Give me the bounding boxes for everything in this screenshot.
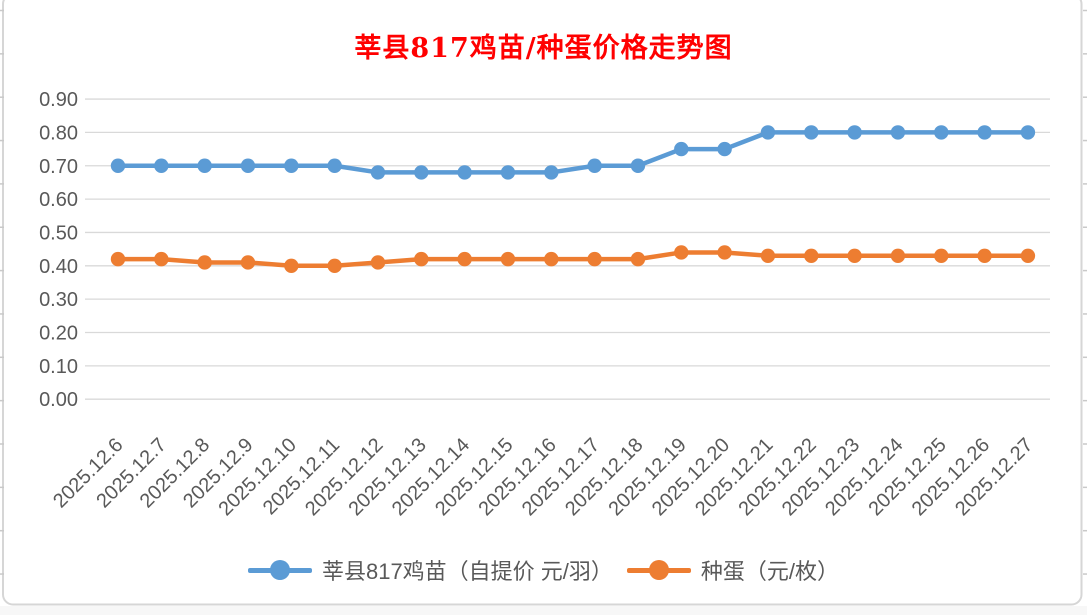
data-point-egg xyxy=(934,248,949,263)
chart-title: 莘县817鸡苗/种蛋价格走势图 xyxy=(354,33,733,64)
data-point-egg xyxy=(370,255,386,270)
data-point-egg xyxy=(240,255,256,270)
data-point-egg xyxy=(414,251,429,267)
y-tick-label: 0.40 xyxy=(39,256,78,278)
data-point-egg xyxy=(500,251,516,267)
data-point-egg xyxy=(587,251,602,267)
data-point-chicken xyxy=(284,158,299,173)
data-point-egg xyxy=(197,255,212,270)
y-tick-label: 0.90 xyxy=(39,89,78,111)
y-tick-label: 0.70 xyxy=(39,156,78,178)
sheet-row-strip xyxy=(0,606,1087,615)
chart-legend: 莘县817鸡苗（自提价 元/羽） 种蛋（元/枚） xyxy=(0,550,1087,590)
data-point-egg xyxy=(1020,248,1036,263)
data-point-chicken xyxy=(240,158,256,173)
data-point-chicken xyxy=(587,158,602,173)
y-tick-label: 0.20 xyxy=(39,323,78,345)
data-point-chicken xyxy=(760,125,776,140)
data-point-chicken xyxy=(934,125,949,140)
y-tick-label: 0.00 xyxy=(39,389,78,411)
data-point-chicken xyxy=(414,165,429,180)
chart-border xyxy=(2,0,1083,606)
data-point-chicken xyxy=(197,158,212,173)
data-point-egg xyxy=(327,258,342,273)
data-point-chicken xyxy=(804,125,819,140)
legend-label-chicken: 莘县817鸡苗（自提价 元/羽） xyxy=(321,559,613,584)
data-point-chicken xyxy=(500,165,516,180)
series-line-chicken xyxy=(115,130,1031,175)
data-point-chicken xyxy=(370,165,386,180)
data-point-chicken xyxy=(717,141,732,157)
data-point-egg xyxy=(717,245,732,260)
data-point-egg xyxy=(110,251,126,267)
data-point-chicken xyxy=(110,158,126,173)
y-tick-label: 0.80 xyxy=(39,122,78,144)
data-point-chicken xyxy=(674,141,689,157)
data-point-egg xyxy=(977,248,992,263)
data-point-egg xyxy=(630,251,646,267)
data-point-chicken xyxy=(847,125,862,140)
data-point-egg xyxy=(154,251,169,267)
data-point-egg xyxy=(674,245,689,260)
legend-label-egg: 种蛋（元/枚） xyxy=(700,559,840,584)
data-point-chicken xyxy=(154,158,169,173)
legend-marker-blue-icon xyxy=(247,558,312,582)
y-tick-label: 0.50 xyxy=(39,222,78,244)
data-point-egg xyxy=(760,248,776,263)
data-point-chicken xyxy=(630,158,646,173)
legend-marker-orange-icon xyxy=(626,558,691,582)
y-tick-label: 0.30 xyxy=(39,289,78,311)
data-point-chicken xyxy=(977,125,992,140)
data-point-egg xyxy=(890,248,906,263)
legend-item-egg[interactable]: 种蛋（元/枚） xyxy=(626,554,840,586)
data-point-chicken xyxy=(1020,125,1036,140)
y-tick-label: 0.60 xyxy=(39,189,78,211)
series-line-egg xyxy=(115,250,1031,269)
data-point-egg xyxy=(804,248,819,263)
data-point-chicken xyxy=(544,165,559,180)
data-point-egg xyxy=(847,248,862,263)
y-tick-label: 0.10 xyxy=(39,356,78,378)
data-point-egg xyxy=(284,258,299,273)
data-point-chicken xyxy=(327,158,342,173)
data-point-egg xyxy=(544,251,559,267)
data-point-egg xyxy=(457,251,472,267)
data-point-chicken xyxy=(457,165,472,180)
legend-item-chicken[interactable]: 莘县817鸡苗（自提价 元/羽） xyxy=(247,554,613,586)
data-point-chicken xyxy=(890,125,906,140)
